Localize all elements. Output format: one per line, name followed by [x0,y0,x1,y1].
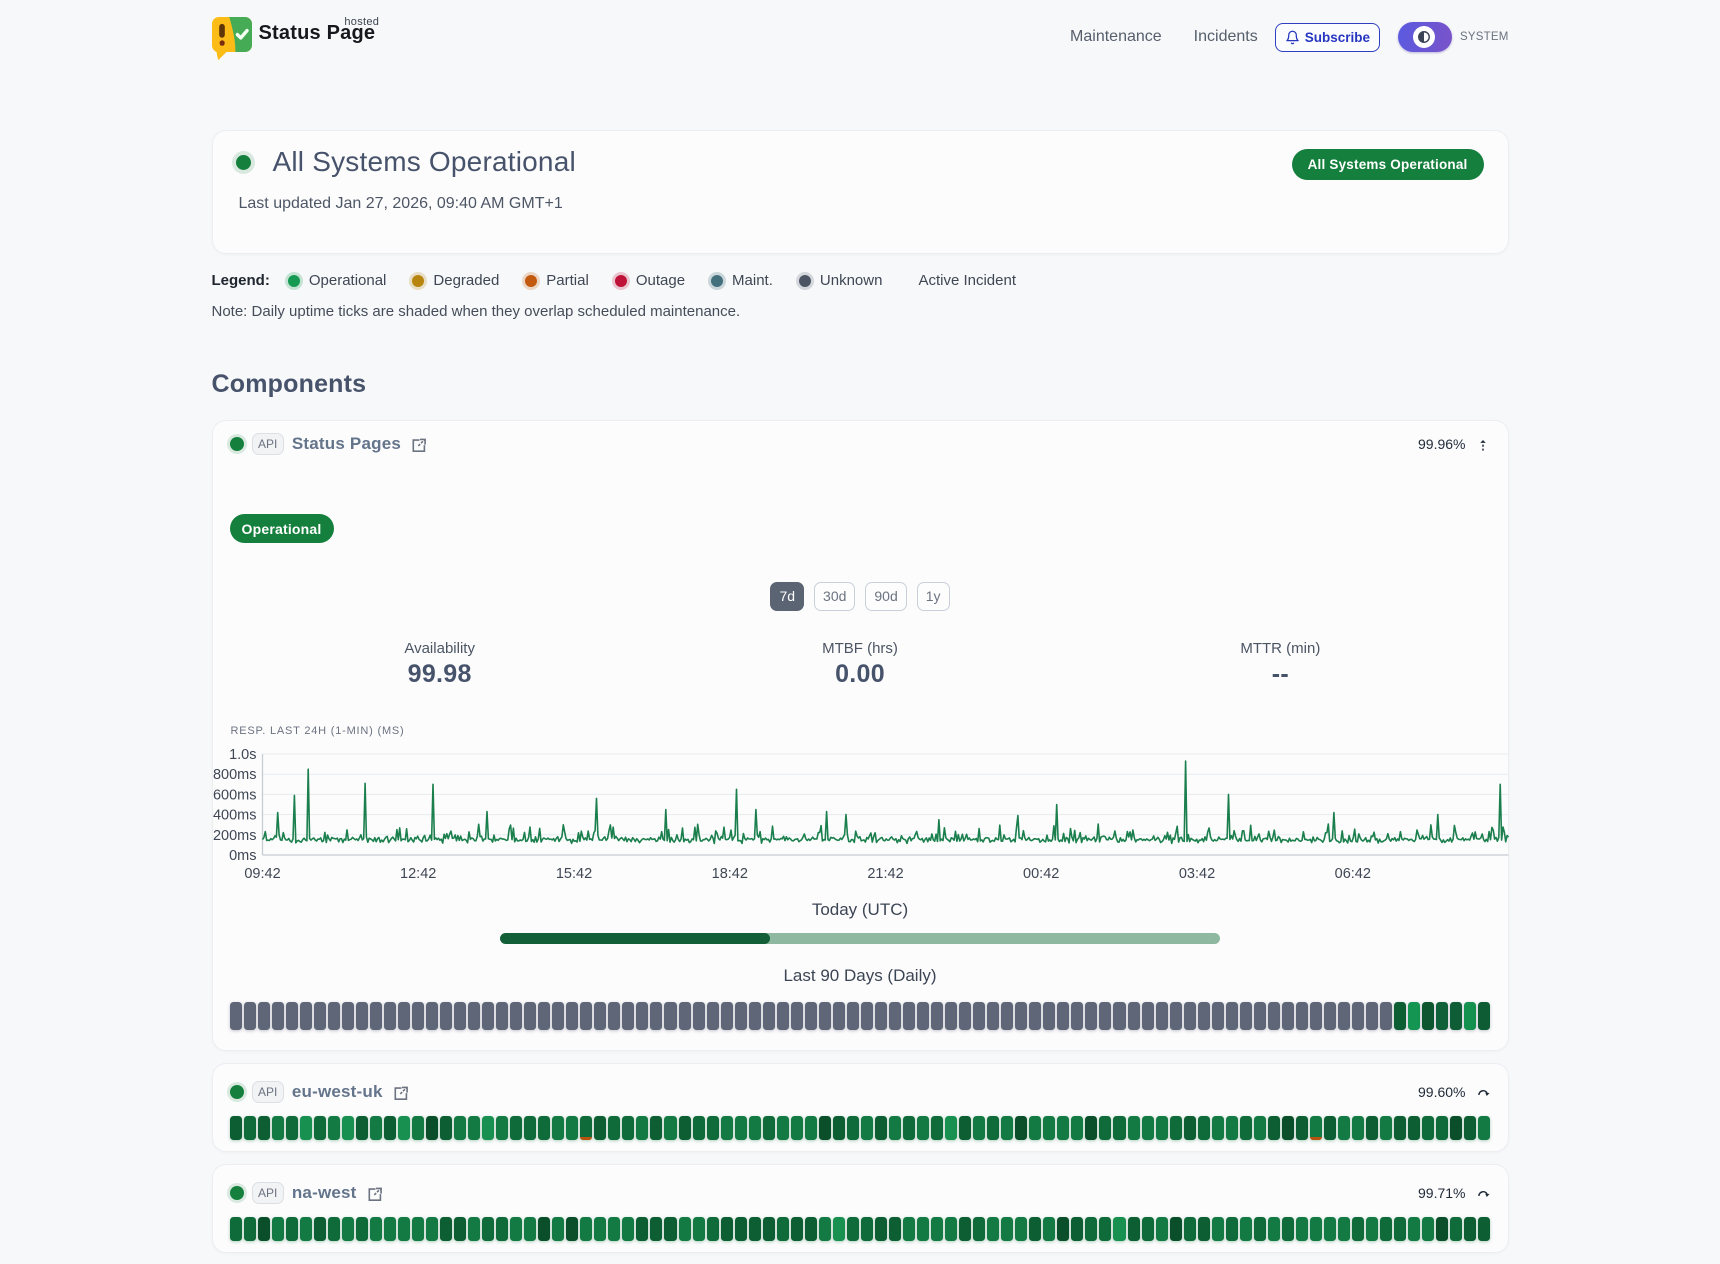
svg-text:0ms: 0ms [229,848,256,864]
svg-text:00:42: 00:42 [1023,866,1059,879]
svg-text:200ms: 200ms [212,828,256,844]
svg-text:12:42: 12:42 [400,866,436,879]
svg-text:09:42: 09:42 [244,866,280,879]
svg-text:400ms: 400ms [212,808,256,824]
svg-text:600ms: 600ms [212,787,256,803]
svg-text:21:42: 21:42 [867,866,903,879]
svg-text:1.0s: 1.0s [229,747,256,763]
svg-text:06:42: 06:42 [1334,866,1370,879]
svg-text:18:42: 18:42 [711,866,747,879]
svg-text:15:42: 15:42 [555,866,591,879]
svg-text:800ms: 800ms [212,767,256,783]
svg-text:03:42: 03:42 [1178,866,1214,879]
